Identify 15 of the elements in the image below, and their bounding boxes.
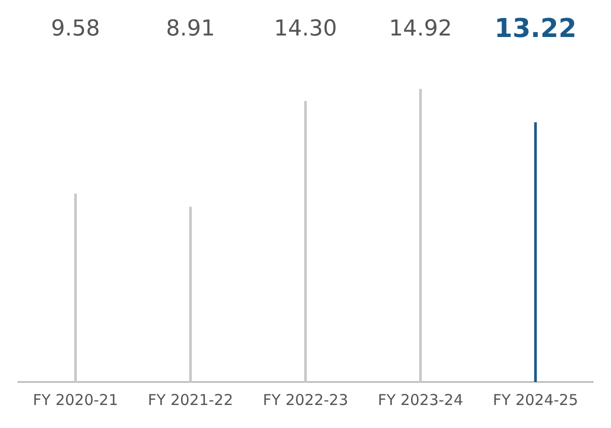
x-tick-label: FY 2024-25 bbox=[492, 390, 578, 409]
bar bbox=[534, 122, 537, 382]
data-label: 14.30 bbox=[274, 16, 337, 42]
x-tick-label: FY 2021-22 bbox=[148, 390, 234, 409]
data-label: 8.91 bbox=[166, 16, 215, 42]
data-label: 9.58 bbox=[51, 16, 100, 42]
bar bbox=[189, 206, 192, 382]
x-tick-label: FY 2022-23 bbox=[262, 390, 348, 409]
data-label: 14.92 bbox=[389, 16, 452, 42]
bar bbox=[74, 194, 77, 382]
x-tick-label: FY 2020-21 bbox=[32, 390, 118, 409]
data-label: 13.22 bbox=[494, 14, 577, 44]
bar bbox=[419, 88, 422, 382]
x-tick-label: FY 2023-24 bbox=[378, 390, 464, 409]
bar bbox=[304, 101, 307, 382]
